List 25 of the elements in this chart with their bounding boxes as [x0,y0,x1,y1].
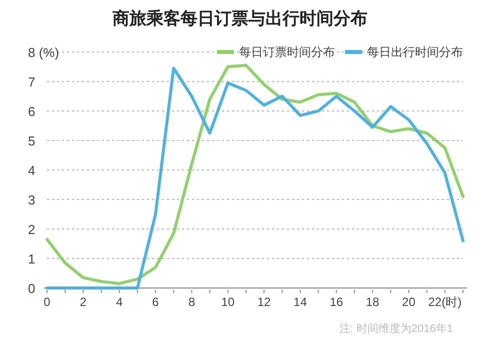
x-tick-label: 10 [221,295,235,309]
x-tick-label: 16 [330,295,344,309]
y-tick-label: 5 [28,134,36,148]
y-tick-label: 3 [28,192,36,208]
text: 注: 时间维度为2016年1 [339,322,453,335]
y-tick-label: 6 [28,104,36,119]
y-tick-label: 1 [28,252,36,266]
x-tick-label: 6 [152,295,160,309]
y-tick-label: 8 (%) [28,45,60,60]
x-tick-label: 0 [44,295,51,309]
y-tick-label: 2 [28,222,36,237]
x-tick-label: 22(时) [428,295,462,309]
y-tick-label: 0 [28,281,36,296]
y-tick-label: 7 [28,74,36,90]
x-tick-label: 12 [257,295,272,309]
x-tick-label: 8 [188,295,196,309]
x-tick-label: 2 [80,295,87,309]
legend-label: 每日出行时间分布 [367,45,463,59]
x-tick-label: 18 [366,295,380,309]
x-tick-label: 4 [116,295,124,309]
y-tick-label: 4 [28,163,36,178]
chart-title: 商旅乘客每日订票与出行时间分布 [112,9,368,28]
x-tick-label: 14 [294,295,308,309]
x-tick-label: 20 [402,295,416,309]
legend-label: 每日订票时间分布 [239,45,335,59]
